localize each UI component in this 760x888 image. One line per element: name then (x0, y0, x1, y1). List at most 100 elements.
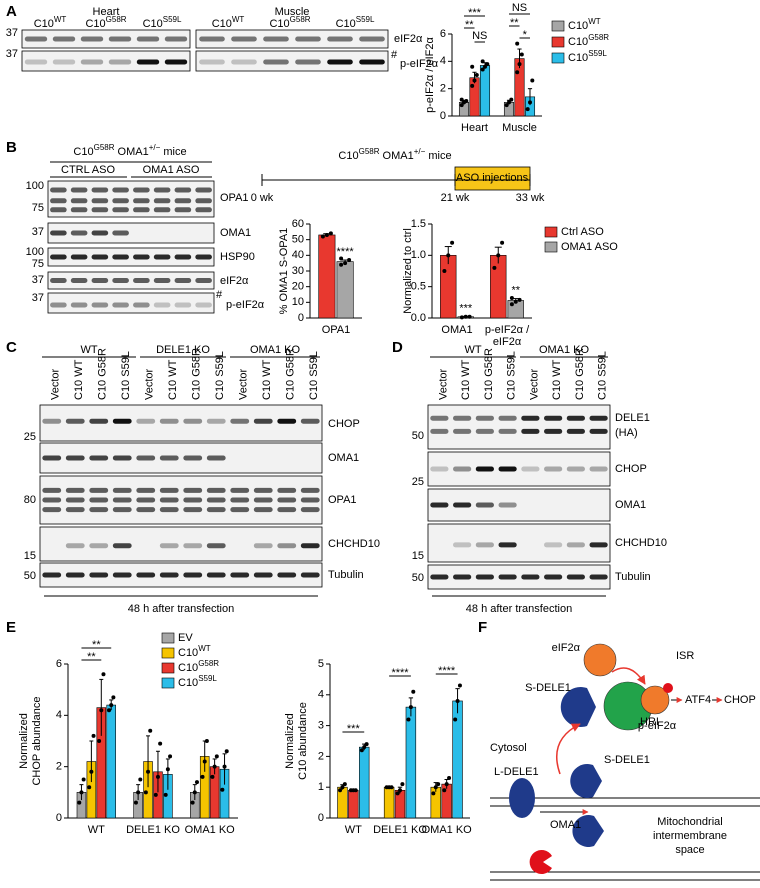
blot-group: WT (464, 344, 481, 356)
blot-band (544, 574, 563, 580)
blot-band (195, 207, 212, 213)
superscript: WT (232, 15, 245, 24)
blot-band (52, 59, 76, 65)
data-point (202, 759, 207, 764)
blot-band (133, 207, 150, 213)
text-part: C10 (338, 150, 358, 162)
superscript: WT (588, 17, 601, 26)
y-axis-label: CHOP abundance (31, 696, 43, 785)
data-point (133, 800, 138, 805)
blot-band (80, 59, 104, 65)
data-point (138, 777, 143, 782)
blot-band (566, 428, 585, 434)
blot-band (475, 502, 494, 508)
blot-band (521, 428, 540, 434)
blot-strip (427, 523, 611, 563)
lane-label: Vector (50, 368, 62, 400)
superscript: G58R (198, 659, 219, 668)
protein-label: OPA1 (220, 192, 249, 204)
y-axis-label: % OMA1 S-OPA1 (278, 228, 290, 315)
lane-label: C10 S59L (308, 351, 320, 400)
superscript: S59L (356, 15, 375, 24)
significance: ** (87, 651, 96, 663)
legend-swatch (544, 226, 558, 238)
blot-band (300, 572, 320, 578)
blot-band (153, 278, 171, 283)
blot-band (430, 415, 449, 421)
blot-band (70, 254, 88, 260)
y-tick-label: 4 (318, 689, 324, 701)
blot-band (89, 455, 109, 461)
text-part: C10 (568, 52, 588, 64)
protein-label: Tubulin (328, 569, 364, 581)
blot-band (65, 487, 85, 493)
data-point (406, 717, 411, 722)
x-tick-label: Muscle (502, 122, 537, 134)
blot-band (566, 415, 585, 421)
data-point (480, 59, 485, 64)
blot-band (65, 497, 85, 503)
blot-band (153, 187, 171, 193)
protein-label: eIF2α (394, 33, 423, 45)
blot-band (89, 487, 109, 493)
y-tick-label: 0 (56, 812, 62, 824)
data-point (359, 748, 364, 753)
blot-band (91, 187, 109, 193)
protein-label: (HA) (615, 427, 638, 439)
blot-band (136, 59, 160, 65)
data-point (79, 790, 84, 795)
blot-band (112, 418, 132, 424)
blot-band (70, 302, 88, 308)
mw-marker: 37 (32, 292, 44, 304)
data-point (89, 769, 94, 774)
significance: * (523, 29, 528, 41)
blot-band (183, 543, 203, 549)
blot-band (183, 497, 203, 503)
blot-strip (39, 562, 323, 588)
blot-band (91, 198, 109, 204)
legend-label: C10WT (178, 644, 211, 659)
x-tick-label: OMA1 KO (422, 824, 473, 836)
protein-label: p-eIF2α (226, 299, 265, 311)
blot-band (174, 278, 192, 283)
legend-label: C10G58R (568, 33, 609, 48)
data-point (109, 703, 114, 708)
data-point (136, 790, 141, 795)
y-tick-label: 2 (56, 761, 62, 773)
blot-band (112, 198, 129, 204)
data-point (364, 742, 369, 747)
blot-band (475, 542, 494, 548)
blot-band (174, 207, 192, 213)
bar (440, 255, 457, 319)
superscript: WT (54, 15, 67, 24)
blot-band (206, 543, 226, 549)
blot-band (89, 507, 109, 513)
lane-label: Vector (528, 368, 540, 400)
blot-band (498, 415, 517, 421)
blot-band (42, 572, 62, 578)
blot-strip (195, 50, 389, 72)
blot-band (133, 187, 150, 193)
x-tick-label: WT (345, 824, 362, 836)
blot-band (112, 507, 132, 513)
significance: *** (459, 302, 473, 314)
legend-label: C10S59L (178, 674, 217, 689)
blot-band (206, 418, 226, 424)
legend-swatch (161, 677, 175, 689)
blot-band (359, 36, 385, 42)
y-tick-label: 1 (318, 781, 324, 793)
blot-band (475, 428, 494, 434)
data-point (190, 800, 195, 805)
legend-swatch (161, 632, 175, 644)
legend-swatch (161, 647, 175, 659)
blot-band (263, 59, 289, 65)
blot-band (521, 415, 540, 421)
y-tick-label: 10 (292, 296, 304, 308)
data-point (143, 790, 148, 795)
data-point (163, 792, 168, 797)
timeline-label: 21 wk (441, 192, 470, 204)
blot-band (108, 36, 132, 42)
blot-band (50, 230, 67, 236)
blot-band (153, 254, 171, 260)
y-tick-label: 50 (292, 234, 304, 246)
